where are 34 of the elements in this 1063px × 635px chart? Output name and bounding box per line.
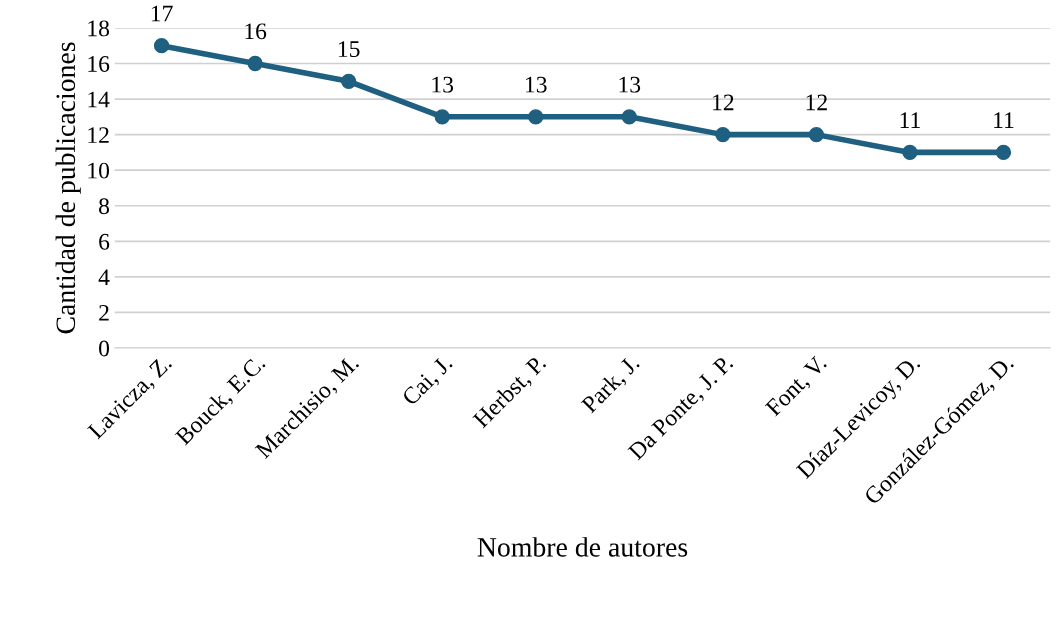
data-label: 15 (338, 41, 360, 58)
point (341, 73, 357, 89)
point (621, 109, 637, 125)
y-axis-title: Cantidad de publicaciones (55, 42, 81, 334)
x-axis-title: Nombre de autores (477, 537, 688, 557)
data-label: 16 (245, 23, 267, 40)
y-tick-label: 10 (88, 162, 110, 179)
point (153, 38, 170, 54)
y-tick-label: 6 (99, 233, 110, 250)
data-label: 12 (806, 94, 827, 111)
y-tick-label: 2 (99, 304, 109, 321)
y-tick-label: 4 (98, 269, 110, 286)
y-tick-label: 16 (88, 56, 110, 72)
y-tick-label: 8 (99, 198, 110, 215)
data-label: 11 (994, 112, 1014, 128)
point (434, 109, 450, 125)
point (528, 109, 544, 125)
point (902, 144, 918, 161)
x-tick-label: Park, J. (580, 353, 643, 417)
data-label: 13 (619, 76, 641, 93)
y-tick-label: 18 (88, 20, 110, 37)
data-label: 12 (713, 94, 734, 111)
point (808, 126, 825, 143)
y-tick-label: 14 (88, 91, 110, 108)
y-tick-label: 0 (99, 340, 110, 357)
x-tick-label: Cai, J. (401, 354, 456, 409)
y-tick-label: 12 (88, 127, 109, 143)
data-label: 17 (151, 5, 173, 22)
data-label: 11 (900, 112, 920, 128)
data-label: 13 (526, 76, 547, 93)
point (715, 126, 731, 143)
point (247, 55, 263, 72)
point (995, 144, 1012, 161)
data-label: 13 (432, 76, 454, 93)
